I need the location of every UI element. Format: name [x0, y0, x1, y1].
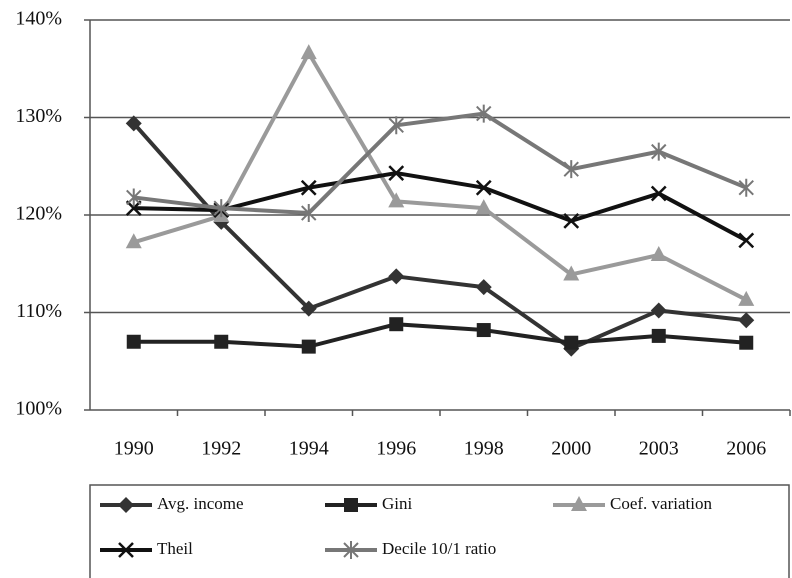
y-tick-label: 140% — [15, 8, 62, 30]
marker — [739, 335, 754, 350]
x-tick-label: 1996 — [376, 438, 416, 460]
y-tick-label: 130% — [15, 105, 62, 127]
x-tick-label: 2006 — [726, 438, 766, 460]
legend-label: Gini — [382, 494, 413, 513]
marker — [651, 328, 666, 343]
marker — [388, 268, 405, 285]
legend-label: Avg. income — [157, 494, 244, 513]
legend-label: Coef. variation — [610, 494, 712, 513]
marker — [650, 302, 667, 319]
series-line — [133, 111, 748, 216]
marker — [388, 165, 405, 181]
marker — [118, 497, 134, 513]
series-line — [133, 322, 747, 349]
marker — [650, 185, 667, 202]
marker — [651, 142, 667, 161]
marker — [118, 542, 134, 558]
marker — [563, 160, 579, 179]
marker — [563, 265, 580, 281]
marker — [475, 279, 492, 296]
legend-box — [89, 484, 790, 578]
marker — [563, 212, 580, 229]
marker — [571, 496, 587, 511]
marker — [738, 312, 755, 329]
marker — [125, 233, 142, 249]
marker — [214, 334, 229, 349]
marker — [301, 339, 316, 354]
x-tick-label: 1994 — [289, 438, 329, 460]
series-line — [133, 51, 748, 302]
x-tick-label: 1998 — [464, 438, 504, 460]
marker — [650, 245, 667, 261]
x-tick-label: 2000 — [551, 438, 591, 460]
marker — [475, 179, 492, 196]
marker — [738, 290, 755, 306]
y-tick-label: 110% — [16, 300, 62, 322]
marker — [388, 116, 404, 135]
x-tick-label: 1990 — [114, 438, 154, 460]
marker — [126, 188, 142, 207]
marker — [300, 179, 317, 196]
marker — [388, 192, 405, 208]
marker — [126, 334, 141, 349]
y-tick-label: 100% — [15, 398, 62, 420]
marker — [213, 199, 229, 218]
y-tick-label: 120% — [15, 203, 62, 225]
marker — [476, 104, 492, 123]
marker — [301, 204, 317, 223]
x-tick-label: 2003 — [639, 438, 679, 460]
legend-label: Theil — [157, 539, 193, 558]
marker — [475, 199, 492, 215]
marker — [738, 232, 755, 249]
marker — [344, 498, 358, 512]
marker — [476, 323, 491, 338]
series-line — [133, 171, 748, 243]
marker — [343, 541, 359, 559]
marker — [300, 300, 317, 317]
marker — [564, 335, 579, 350]
marker — [300, 44, 317, 60]
marker — [389, 317, 404, 332]
marker — [738, 178, 754, 197]
legend-label: Decile 10/1 ratio — [382, 539, 496, 558]
x-tick-label: 1992 — [201, 438, 241, 460]
series-line — [132, 122, 747, 351]
marker — [125, 115, 142, 132]
